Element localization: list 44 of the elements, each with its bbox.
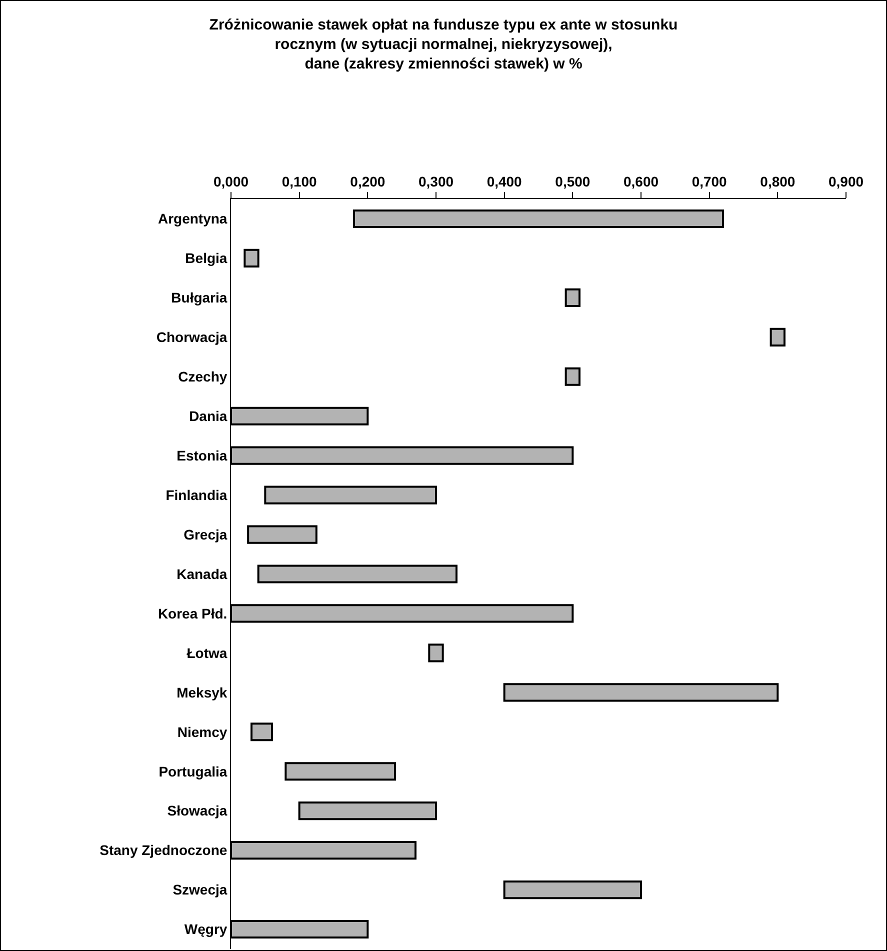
y-tick-label: Portugalia	[158, 763, 228, 780]
x-tick-label: 0,000	[213, 173, 249, 190]
bar	[564, 367, 580, 386]
y-tick-label: Dania	[189, 408, 228, 424]
y-tick-label: Łotwa	[186, 644, 228, 661]
y-tick-label: Belgia	[185, 250, 228, 266]
bar	[503, 880, 642, 900]
y-tick-label: Chorwacja	[156, 329, 228, 346]
bar	[247, 525, 318, 544]
y-tick-label: Czechy	[178, 368, 228, 385]
x-tick-label: 0,800	[760, 173, 796, 190]
x-tick-label: 0,300	[418, 173, 454, 190]
bar	[264, 486, 437, 504]
x-tick-label: 0,100	[282, 173, 318, 190]
x-tick-label: 0,700	[692, 173, 728, 190]
y-tick-label: Korea Płd.	[158, 605, 228, 622]
bar	[298, 802, 437, 820]
x-tick-label: 0,600	[623, 173, 659, 190]
y-tick-label: Grecja	[184, 526, 228, 542]
y-tick-label: Finlandia	[166, 486, 228, 503]
y-tick-label: Kanada	[176, 566, 228, 582]
y-tick-label: Bułgaria	[171, 290, 228, 306]
bar	[284, 762, 396, 781]
chart-title: Zróżnicowanie stawek opłat na fundusze typu ex ante w stosunku rocznym (w sytuacji normalnej, niekryzysowej), dane (zakresy zmienności stawek) w %	[209, 16, 678, 72]
y-tick-label: Estonia	[176, 447, 228, 464]
bar	[257, 564, 458, 584]
bar	[244, 248, 260, 268]
y-tick-label: Argentyna	[158, 210, 228, 227]
y-tick-label: Meksyk	[176, 684, 228, 700]
y-tick-label: Szwecja	[172, 882, 228, 898]
y-tick-label: Słowacja	[167, 802, 228, 819]
x-tick-label: 0,500	[555, 173, 590, 190]
x-tick-label: 0,200	[350, 173, 386, 190]
x-tick-label: 0,400	[486, 173, 522, 190]
y-tick-label: Niemcy	[177, 724, 228, 740]
y-tick-label: Stany Zjednoczone	[100, 842, 228, 858]
y-tick-label: Węgry	[184, 921, 228, 938]
x-tick-label: 0,900	[828, 173, 864, 190]
bar	[250, 722, 273, 742]
bar	[564, 288, 580, 307]
bar	[353, 209, 724, 228]
bar	[503, 683, 779, 702]
bar	[770, 328, 786, 346]
bar	[428, 644, 444, 662]
